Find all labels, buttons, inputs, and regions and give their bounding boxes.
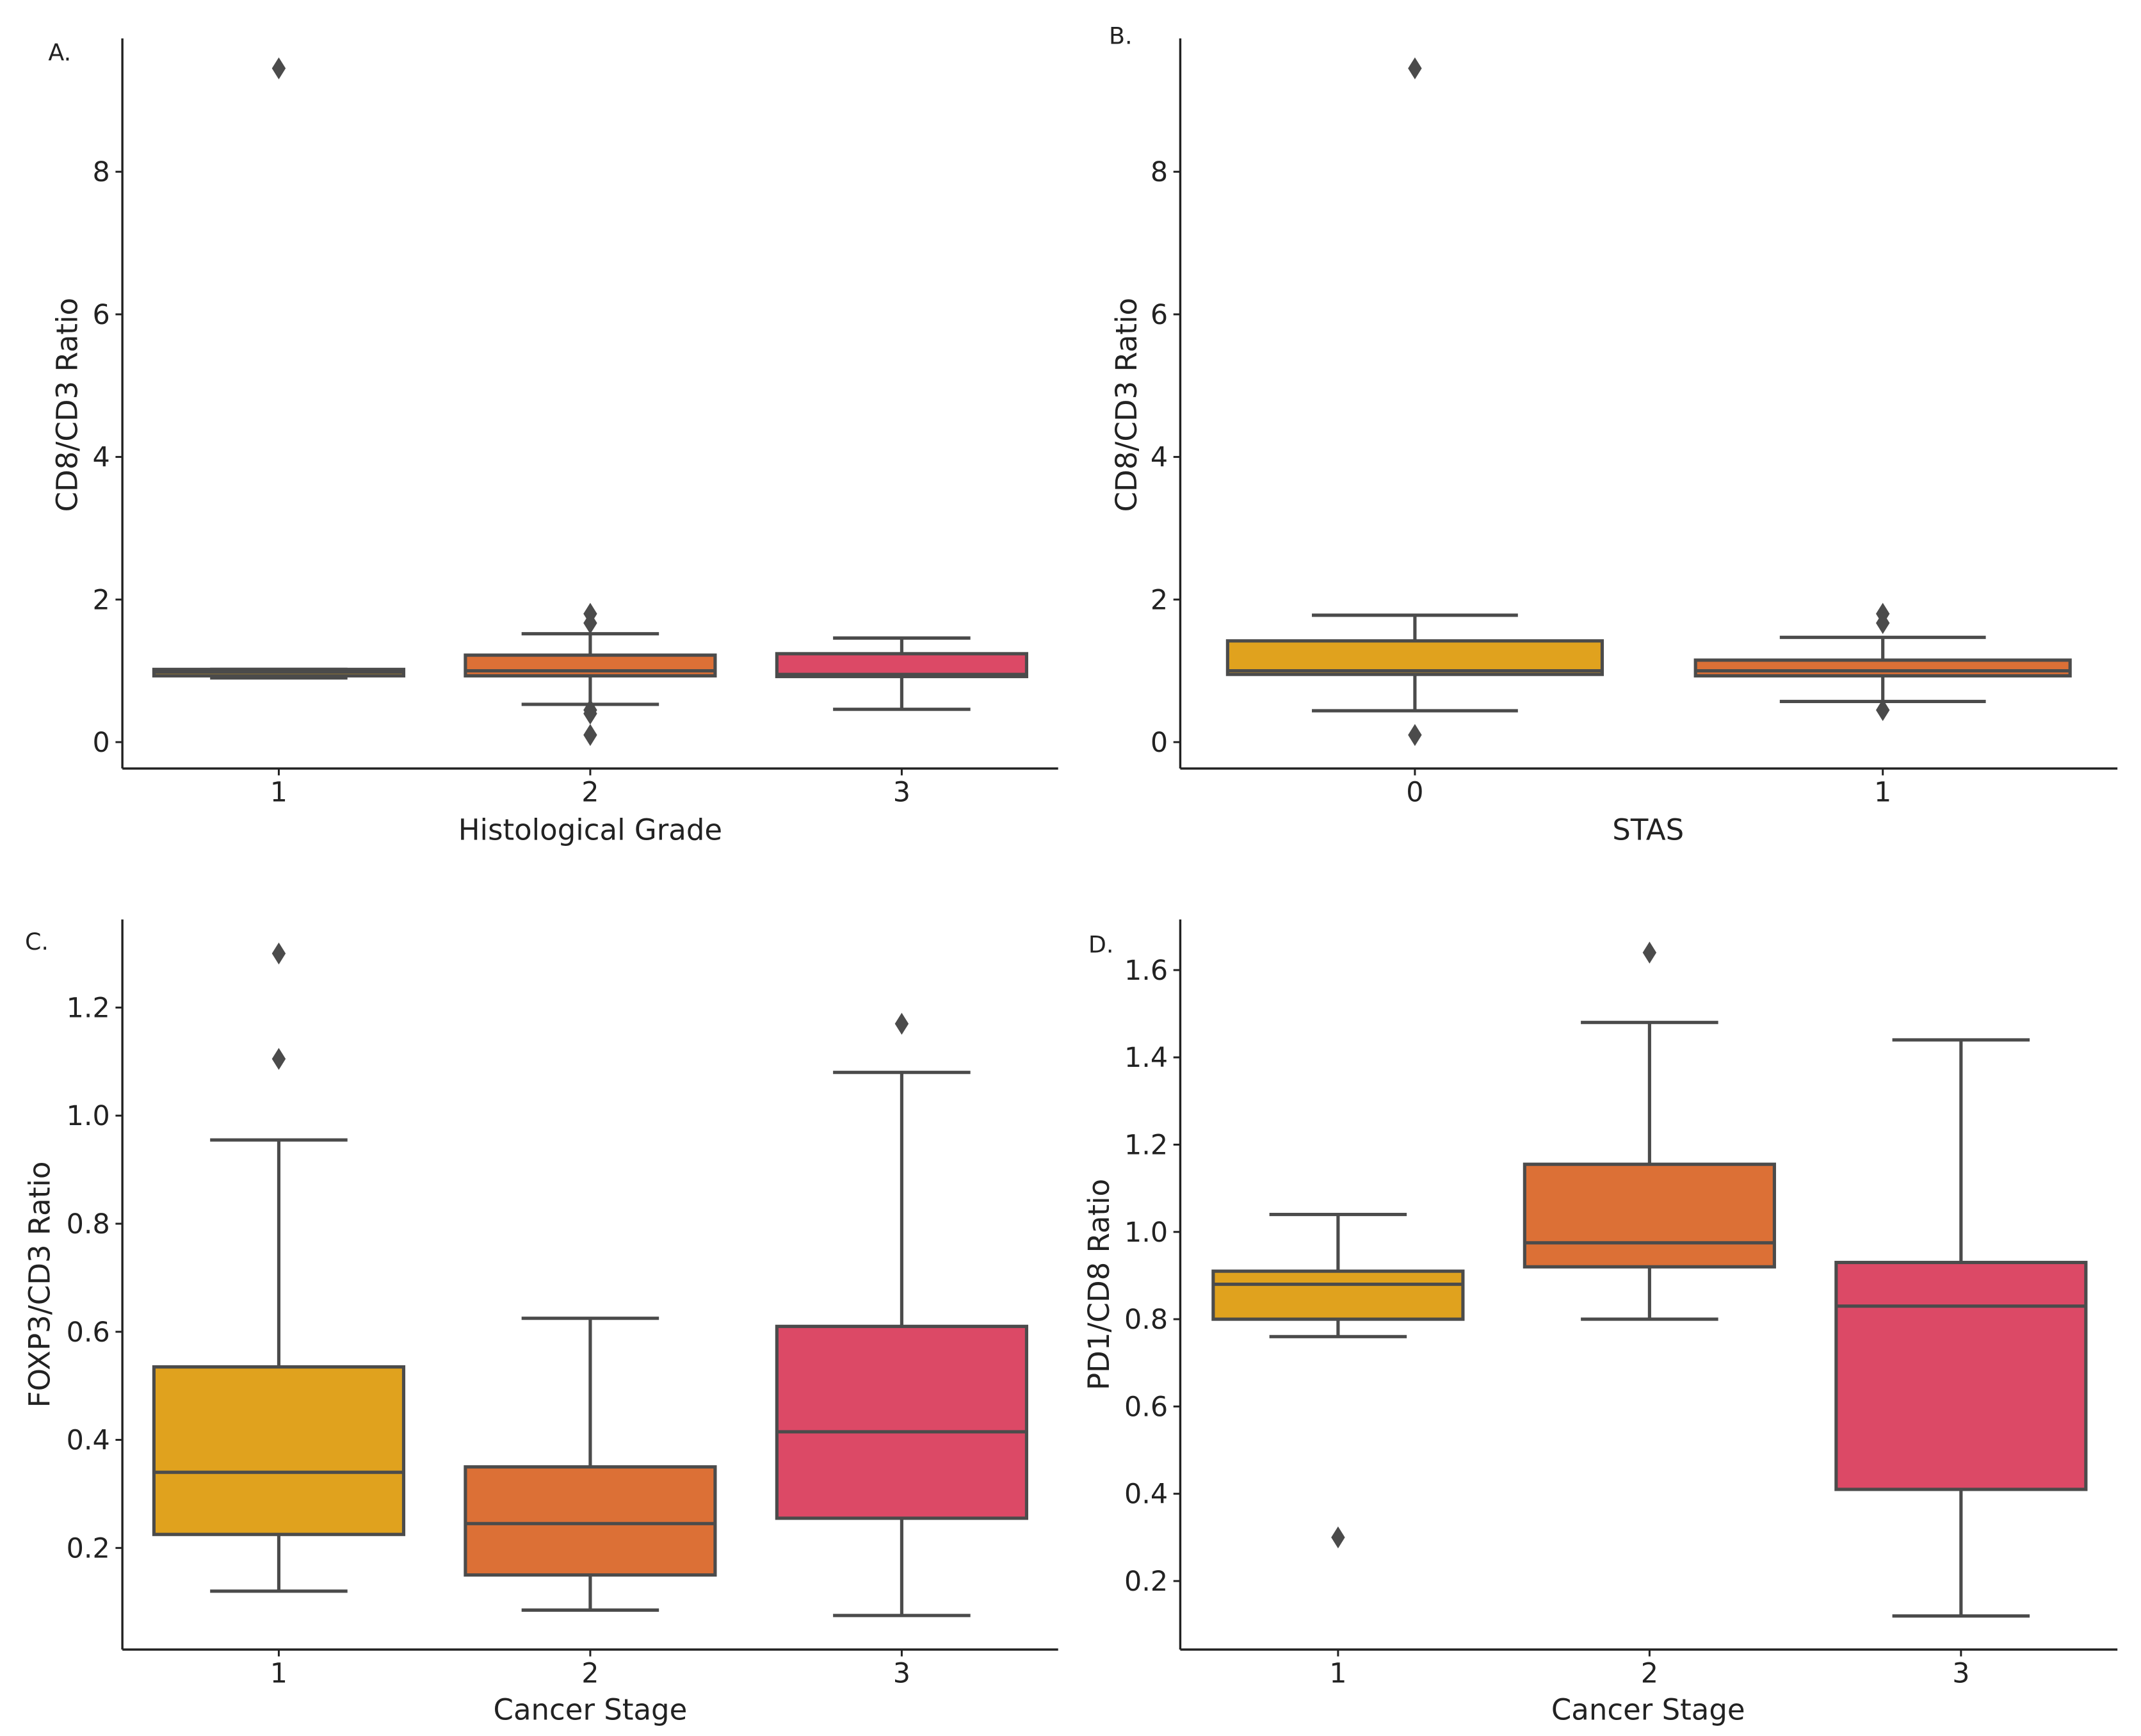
y-tick-label: 0 <box>1151 727 1168 759</box>
panel-label: B. <box>1109 22 1133 50</box>
box-1 <box>1693 603 2072 721</box>
iqr-box <box>464 1465 717 1577</box>
x-tick-label: 0 <box>1406 777 1423 809</box>
y-tick-label: 2 <box>93 584 110 616</box>
iqr-box <box>775 652 1028 679</box>
y-tick-label: 0.8 <box>1124 1304 1168 1336</box>
panel-label: C. <box>25 928 49 955</box>
y-tick-label: 8 <box>1151 156 1168 188</box>
x-axis-label: Cancer Stage <box>494 1692 688 1726</box>
y-axis-label: CD8/CD3 Ratio <box>1110 298 1143 512</box>
x-axis-label: Cancer Stage <box>1551 1692 1745 1726</box>
x-tick-label: 3 <box>1952 1657 1969 1689</box>
outlier-point <box>583 702 597 725</box>
panel-b: B. STAS CD8/CD3 Ratio 0 2 4 6 8 0 1 <box>1109 22 2118 847</box>
y-axis-label: PD1/CD8 Ratio <box>1082 1179 1116 1390</box>
outlier-point <box>583 724 597 746</box>
x-tick-label: 1 <box>1329 1657 1346 1689</box>
y-tick-label: 4 <box>1151 442 1168 474</box>
x-axis-label: Histological Grade <box>458 813 722 847</box>
outlier-point <box>583 612 597 635</box>
y-axis-label: CD8/CD3 Ratio <box>50 298 84 512</box>
box-2 <box>464 1317 717 1612</box>
y-tick-label: 1.4 <box>1124 1042 1168 1074</box>
y-tick-label: 0.6 <box>67 1317 110 1349</box>
outlier-point <box>1408 57 1422 79</box>
outlier-point <box>271 57 286 79</box>
y-tick-label: 2 <box>1151 584 1168 616</box>
outlier-point <box>1642 941 1657 964</box>
x-tick-label: 2 <box>581 1657 599 1689</box>
x-tick-label: 1 <box>270 1657 287 1689</box>
y-tick-label: 6 <box>1151 299 1168 331</box>
outlier-point <box>271 942 286 965</box>
x-tick-label: 3 <box>893 1657 910 1689</box>
y-tick-label: 1.2 <box>67 992 110 1024</box>
panel-a: A. Histological Grade CD8/CD3 Ratio 0 2 4 6… <box>48 38 1058 847</box>
y-tick-label: 0.2 <box>1124 1566 1168 1598</box>
iqr-box <box>1523 1162 1776 1269</box>
panel-c: C. Cancer Stage FOXP3/CD3 Ratio 0.2 0.4 0.… <box>23 919 1058 1726</box>
iqr-box <box>1225 639 1604 676</box>
y-tick-label: 4 <box>93 442 110 474</box>
panel-label: D. <box>1088 930 1114 958</box>
iqr-box <box>464 653 717 677</box>
outlier-point <box>1408 724 1422 746</box>
y-tick-label: 0.6 <box>1124 1391 1168 1423</box>
x-tick-label: 3 <box>893 777 910 809</box>
x-axis-label: STAS <box>1612 813 1684 847</box>
y-tick-label: 1.0 <box>67 1100 110 1132</box>
y-tick-label: 1.2 <box>1124 1130 1168 1162</box>
box-0 <box>1225 57 1604 746</box>
x-tick-label: 2 <box>1641 1657 1658 1689</box>
iqr-box <box>775 1324 1028 1520</box>
outlier-point <box>1331 1526 1345 1548</box>
x-tick-label: 1 <box>1874 777 1891 809</box>
iqr-box <box>1834 1260 2088 1491</box>
outlier-point <box>894 1012 909 1035</box>
box-3 <box>775 1012 1028 1618</box>
y-tick-label: 0.2 <box>67 1532 110 1564</box>
x-tick-label: 1 <box>270 777 287 809</box>
box-3 <box>775 636 1028 711</box>
y-tick-label: 1.6 <box>1124 955 1168 987</box>
iqr-box <box>1693 658 2072 677</box>
box-2 <box>464 603 717 746</box>
iqr-box <box>152 1365 406 1536</box>
panel-label: A. <box>48 38 71 66</box>
x-tick-label: 2 <box>581 777 599 809</box>
y-tick-label: 6 <box>93 299 110 331</box>
y-tick-label: 8 <box>93 156 110 188</box>
y-tick-label: 0 <box>93 727 110 759</box>
box-1 <box>152 942 406 1593</box>
box-1 <box>152 57 406 680</box>
box-2 <box>1523 941 1776 1321</box>
box-1 <box>1211 1212 1465 1548</box>
y-axis-label: FOXP3/CD3 Ratio <box>23 1162 57 1408</box>
outlier-point <box>271 1048 286 1070</box>
y-tick-label: 0.4 <box>67 1425 110 1457</box>
y-tick-label: 0.8 <box>67 1208 110 1240</box>
box-3 <box>1834 1038 2088 1618</box>
y-tick-label: 1.0 <box>1124 1217 1168 1249</box>
iqr-box <box>1211 1269 1465 1321</box>
y-tick-label: 0.4 <box>1124 1479 1168 1511</box>
panel-d: D. Cancer Stage PD1/CD8 Ratio 0.2 0.4 0.6 0… <box>1082 919 2118 1726</box>
